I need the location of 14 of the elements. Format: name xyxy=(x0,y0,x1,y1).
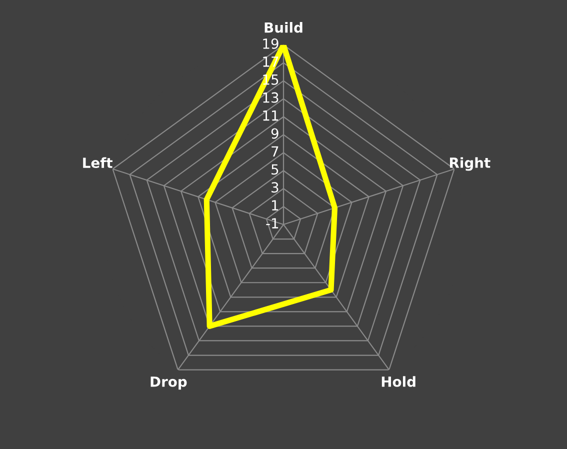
spoke-label: Drop xyxy=(150,376,187,390)
y-tick-label: 19 xyxy=(263,38,278,49)
y-tick-label: 1 xyxy=(272,200,278,210)
spoke-label: Build xyxy=(264,22,302,33)
y-tick-label: 3 xyxy=(272,182,278,193)
y-tick-label: 9 xyxy=(271,128,278,139)
spoke-label: Right xyxy=(450,157,490,171)
spoke-label: Hold xyxy=(382,376,416,387)
y-tick-label: 11 xyxy=(263,110,278,121)
y-tick-label: 7 xyxy=(272,146,278,156)
y-tick-label: 13 xyxy=(263,92,278,103)
spoke-label: Left xyxy=(83,157,112,168)
y-tick-label: -1 xyxy=(266,218,278,228)
y-tick-label: 5 xyxy=(272,164,278,175)
